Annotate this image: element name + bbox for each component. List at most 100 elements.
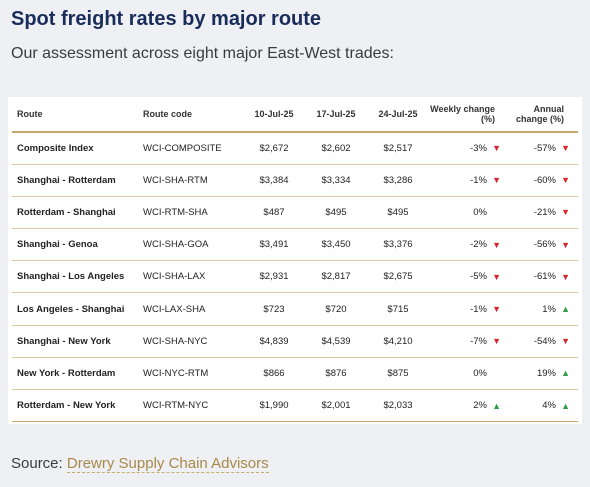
- up-triangle-icon: ▲: [561, 368, 570, 379]
- table-row: Shanghai - Los Angeles WCI-SHA-LAX $2,931 $…: [12, 260, 578, 294]
- cell-annual-change: -61% ▼: [509, 260, 578, 294]
- cell-route-code: WCI-NYC-RTM: [143, 357, 243, 391]
- cell-rate-date-1: $487: [243, 196, 305, 230]
- table-row: New York - Rotterdam WCI-NYC-RTM $866 $876 $…: [12, 357, 578, 391]
- cell-route: Rotterdam - Shanghai: [12, 196, 143, 230]
- down-triangle-icon: ▼: [492, 143, 501, 154]
- cell-weekly-change: -7% ▼: [429, 325, 509, 358]
- table-header-row: Route Route code 10-Jul-25 17-Jul-25 24-…: [12, 97, 578, 133]
- cell-weekly-change: -2% ▼: [429, 228, 509, 262]
- source-line: Source: Drewry Supply Chain Advisors: [11, 455, 269, 473]
- up-triangle-icon: ▲: [561, 304, 570, 315]
- cell-rate-date-3: $495: [367, 196, 429, 230]
- cell-rate-date-2: $2,001: [305, 389, 367, 423]
- header-date-2: 17-Jul-25: [305, 97, 367, 133]
- cell-weekly-change-value: 2%: [473, 400, 487, 412]
- cell-weekly-change-value: -7%: [470, 335, 487, 347]
- cell-weekly-change: -1% ▼: [429, 164, 509, 197]
- cell-rate-date-2: $4,539: [305, 325, 367, 358]
- cell-weekly-change-value: 0%: [473, 206, 487, 218]
- header-date-1: 10-Jul-25: [243, 97, 305, 133]
- cell-annual-change: -56% ▼: [509, 228, 578, 262]
- cell-annual-change: -57% ▼: [509, 132, 578, 165]
- cell-weekly-change: 0%: [429, 357, 509, 391]
- cell-weekly-change: 0%: [429, 196, 509, 230]
- cell-rate-date-2: $876: [305, 357, 367, 391]
- cell-weekly-change: -1% ▼: [429, 292, 509, 326]
- cell-rate-date-3: $2,033: [367, 389, 429, 423]
- down-triangle-icon: ▼: [561, 239, 570, 250]
- cell-route-code: WCI-COMPOSITE: [143, 132, 243, 165]
- cell-rate-date-3: $2,517: [367, 132, 429, 165]
- cell-annual-change: -60% ▼: [509, 164, 578, 197]
- source-label: Source:: [11, 455, 63, 472]
- rates-card: Route Route code 10-Jul-25 17-Jul-25 24-…: [8, 97, 582, 424]
- cell-rate-date-3: $2,675: [367, 260, 429, 294]
- cell-annual-change: -21% ▼: [509, 196, 578, 230]
- cell-annual-change-value: -61%: [533, 271, 556, 283]
- cell-route-code: WCI-SHA-NYC: [143, 325, 243, 358]
- cell-rate-date-1: $2,672: [243, 132, 305, 165]
- cell-route-code: WCI-RTM-SHA: [143, 196, 243, 230]
- source-link[interactable]: Drewry Supply Chain Advisors: [66, 455, 269, 473]
- cell-annual-change-value: 19%: [536, 367, 556, 379]
- down-triangle-icon: ▼: [561, 271, 570, 282]
- cell-annual-change: 4% ▲: [509, 389, 578, 423]
- cell-rate-date-1: $4,839: [243, 325, 305, 358]
- page-title: Spot freight rates by major route: [11, 8, 322, 30]
- page-subtitle: Our assessment across eight major East-W…: [11, 45, 394, 62]
- down-triangle-icon: ▼: [561, 175, 570, 186]
- header-weekly-change: Weekly change (%): [429, 97, 509, 133]
- table-row: Shanghai - New York WCI-SHA-NYC $4,839 $4,5…: [12, 325, 578, 358]
- cell-annual-change-value: -60%: [533, 174, 556, 186]
- cell-rate-date-3: $875: [367, 357, 429, 391]
- cell-route-code: WCI-SHA-LAX: [143, 260, 243, 294]
- down-triangle-icon: ▼: [492, 239, 501, 250]
- cell-weekly-change: -3% ▼: [429, 132, 509, 165]
- up-triangle-icon: ▲: [561, 400, 570, 411]
- cell-route: New York - Rotterdam: [12, 357, 143, 391]
- cell-rate-date-2: $3,450: [305, 228, 367, 262]
- cell-weekly-change-value: -5%: [470, 271, 487, 283]
- down-triangle-icon: ▼: [492, 336, 501, 347]
- header-annual-change: Annual change (%): [509, 97, 578, 133]
- cell-rate-date-1: $3,491: [243, 228, 305, 262]
- cell-annual-change: 19% ▲: [509, 357, 578, 391]
- down-triangle-icon: ▼: [492, 271, 501, 282]
- down-triangle-icon: ▼: [492, 304, 501, 315]
- cell-rate-date-3: $3,286: [367, 164, 429, 197]
- cell-route: Shanghai - Los Angeles: [12, 260, 143, 294]
- cell-rate-date-2: $2,817: [305, 260, 367, 294]
- header-route: Route: [12, 97, 143, 133]
- cell-annual-change: -54% ▼: [509, 325, 578, 358]
- cell-rate-date-3: $3,376: [367, 228, 429, 262]
- cell-rate-date-2: $720: [305, 292, 367, 326]
- table-row: Shanghai - Genoa WCI-SHA-GOA $3,491 $3,450 $…: [12, 228, 578, 262]
- up-triangle-icon: ▲: [492, 400, 501, 411]
- header-route-code: Route code: [143, 97, 243, 133]
- cell-annual-change-value: -56%: [533, 239, 556, 251]
- down-triangle-icon: ▼: [561, 143, 570, 154]
- cell-rate-date-3: $715: [367, 292, 429, 326]
- cell-weekly-change-value: -3%: [470, 142, 487, 154]
- cell-weekly-change-value: -1%: [470, 174, 487, 186]
- table-body: Composite Index WCI-COMPOSITE $2,672 $2,602…: [12, 132, 578, 423]
- cell-annual-change-value: 1%: [542, 303, 556, 315]
- cell-route: Los Angeles - Shanghai: [12, 292, 143, 326]
- cell-annual-change-value: -57%: [533, 142, 556, 154]
- rates-table: Route Route code 10-Jul-25 17-Jul-25 24-…: [12, 97, 578, 423]
- header-date-3: 24-Jul-25: [367, 97, 429, 133]
- cell-weekly-change-value: 0%: [473, 367, 487, 379]
- cell-weekly-change-value: -2%: [470, 239, 487, 251]
- cell-route: Composite Index: [12, 132, 143, 165]
- cell-rate-date-2: $2,602: [305, 132, 367, 165]
- cell-annual-change-value: -21%: [533, 206, 556, 218]
- cell-weekly-change: 2% ▲: [429, 389, 509, 423]
- table-row: Shanghai - Rotterdam WCI-SHA-RTM $3,384 $3,…: [12, 164, 578, 197]
- cell-route-code: WCI-SHA-RTM: [143, 164, 243, 197]
- down-triangle-icon: ▼: [561, 207, 570, 218]
- cell-rate-date-1: $3,384: [243, 164, 305, 197]
- cell-rate-date-1: $723: [243, 292, 305, 326]
- table-row: Rotterdam - New York WCI-RTM-NYC $1,990 $2,…: [12, 389, 578, 423]
- cell-rate-date-2: $495: [305, 196, 367, 230]
